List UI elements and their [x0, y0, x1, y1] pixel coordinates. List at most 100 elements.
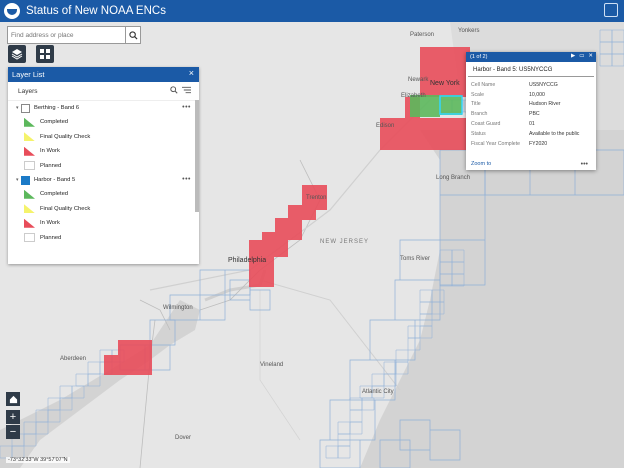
place-label: Toms River [400, 256, 431, 262]
layer-group-berthing: ▾ Berthing - Band 6 ••• Completed Final … [8, 101, 199, 173]
state-label: NEW JERSEY [320, 239, 370, 245]
popup-field-row: Branch PBC [471, 109, 591, 119]
legend-swatch-in-work [24, 146, 35, 156]
place-label: Newark [408, 77, 429, 83]
field-key: Fiscal Year Complete [471, 140, 521, 147]
legend-item: Completed [8, 187, 199, 202]
place-label: Paterson [410, 32, 435, 38]
legend-item: Final Quality Check [8, 130, 199, 145]
layers-icon [11, 49, 23, 60]
zoom-to-link[interactable]: Zoom to [471, 161, 492, 167]
place-label: Wilmington [163, 305, 193, 311]
search-icon[interactable] [170, 86, 178, 94]
basemap-gallery-icon [40, 49, 50, 59]
header-icons [604, 3, 618, 17]
legend-label: In Work [40, 220, 60, 227]
popup-title: Harbor - Band 5: US5NYCCG [468, 62, 594, 77]
legend-item: Planned [8, 231, 199, 246]
app-header: Status of New NOAA ENCs [0, 0, 624, 22]
place-label: New York [430, 80, 460, 87]
caret-icon[interactable]: ▾ [16, 177, 19, 183]
place-label: Aberdeen [60, 356, 87, 362]
feature-popup: (1 of 2) ▶ ▭ ✕ Harbor - Band 5: US5NYCCG… [466, 52, 596, 170]
legend-label: Planned [40, 234, 62, 241]
legend-swatch-planned [24, 233, 35, 243]
place-label: Trenton [306, 195, 327, 201]
next-icon[interactable]: ▶ [570, 53, 576, 59]
legend-label: Completed [40, 119, 69, 126]
field-key: Coast Guard [471, 121, 501, 128]
app-title: Status of New NOAA ENCs [26, 5, 166, 17]
layer-checkbox[interactable] [21, 175, 30, 185]
caret-icon[interactable]: ▾ [16, 105, 19, 111]
zoom-out-button[interactable]: − [6, 425, 20, 439]
popup-fields: Cell Name US5NYCCG Scale 10,000 Title Hudso… [471, 80, 591, 149]
layer-list-panel: Layer List × Layers ▾ Berthing - Band 6 … [8, 67, 199, 264]
place-label: Atlantic City [362, 389, 394, 395]
more-options-icon[interactable]: ••• [182, 104, 191, 111]
legend-label: Completed [40, 191, 69, 198]
layer-group-header[interactable]: ▾ Berthing - Band 6 ••• [8, 101, 199, 115]
legend-label: Final Quality Check [40, 205, 91, 212]
popup-header: (1 of 2) ▶ ▭ ✕ [466, 52, 596, 62]
field-value: FY2020 [529, 140, 548, 147]
header-widget-icon[interactable] [604, 3, 618, 17]
coordinate-readout: -73°32'33"W 39°57'07"N [6, 457, 70, 463]
layer-group-header[interactable]: ▾ Harbor - Band 5 ••• [8, 173, 199, 187]
place-label: Edison [376, 123, 395, 129]
search-button[interactable] [125, 27, 140, 43]
field-value: PBC [529, 111, 540, 118]
field-value: Available to the public [529, 130, 580, 137]
filter-icon[interactable] [182, 86, 191, 94]
home-icon [9, 395, 17, 403]
field-value: Hudson River [529, 101, 561, 108]
field-key: Title [471, 101, 481, 108]
legend-swatch-in-work [24, 218, 35, 228]
search-icon [128, 30, 138, 40]
legend-item: In Work [8, 216, 199, 231]
legend-swatch-final-qc [24, 132, 35, 142]
legend-item: In Work [8, 144, 199, 159]
maximize-icon[interactable]: ▭ [579, 53, 585, 59]
layers-toolbar: Layers [8, 82, 199, 101]
field-value: 01 [529, 121, 535, 128]
field-value: 10,000 [529, 91, 545, 98]
place-label: Dover [175, 435, 192, 441]
more-options-icon[interactable]: ••• [182, 176, 191, 183]
place-label: Elizabeth [401, 93, 426, 99]
layer-group-name: Berthing - Band 6 [34, 105, 80, 111]
home-button[interactable] [6, 392, 20, 406]
zoom-in-button[interactable]: + [6, 410, 20, 424]
place-label: Long Branch [436, 175, 471, 181]
popup-field-row: Title Hudson River [471, 100, 591, 110]
legend-swatch-planned [24, 161, 35, 171]
layer-group-name: Harbor - Band 5 [34, 177, 76, 183]
legend-item: Final Quality Check [8, 202, 199, 217]
layer-list-button[interactable] [8, 45, 26, 63]
layer-list-header: Layer List × [8, 67, 199, 82]
legend-item: Planned [8, 159, 199, 174]
field-key: Scale [471, 91, 484, 98]
field-key: Branch [471, 111, 488, 118]
place-label: Philadelphia [228, 257, 267, 264]
search-box [7, 26, 141, 44]
in-work-cells [104, 47, 470, 375]
popup-field-row: Scale 10,000 [471, 90, 591, 100]
scrollbar[interactable] [195, 100, 199, 212]
close-icon[interactable]: × [188, 68, 194, 78]
close-icon[interactable]: ✕ [588, 53, 593, 59]
basemap-gallery-button[interactable] [36, 45, 54, 63]
legend-label: In Work [40, 148, 60, 155]
legend-label: Final Quality Check [40, 133, 91, 140]
layer-checkbox[interactable] [21, 103, 30, 113]
legend-label: Planned [40, 162, 62, 169]
place-label: Yonkers [458, 28, 480, 34]
search-input[interactable] [8, 28, 126, 42]
more-options-icon[interactable]: ••• [580, 161, 588, 168]
legend-item: Completed [8, 115, 199, 130]
field-value: US5NYCCG [529, 81, 558, 88]
legend-swatch-completed [24, 189, 35, 199]
field-key: Status [471, 130, 486, 137]
popup-field-row: Fiscal Year Complete FY2020 [471, 139, 591, 149]
popup-field-row: Cell Name US5NYCCG [471, 80, 591, 90]
